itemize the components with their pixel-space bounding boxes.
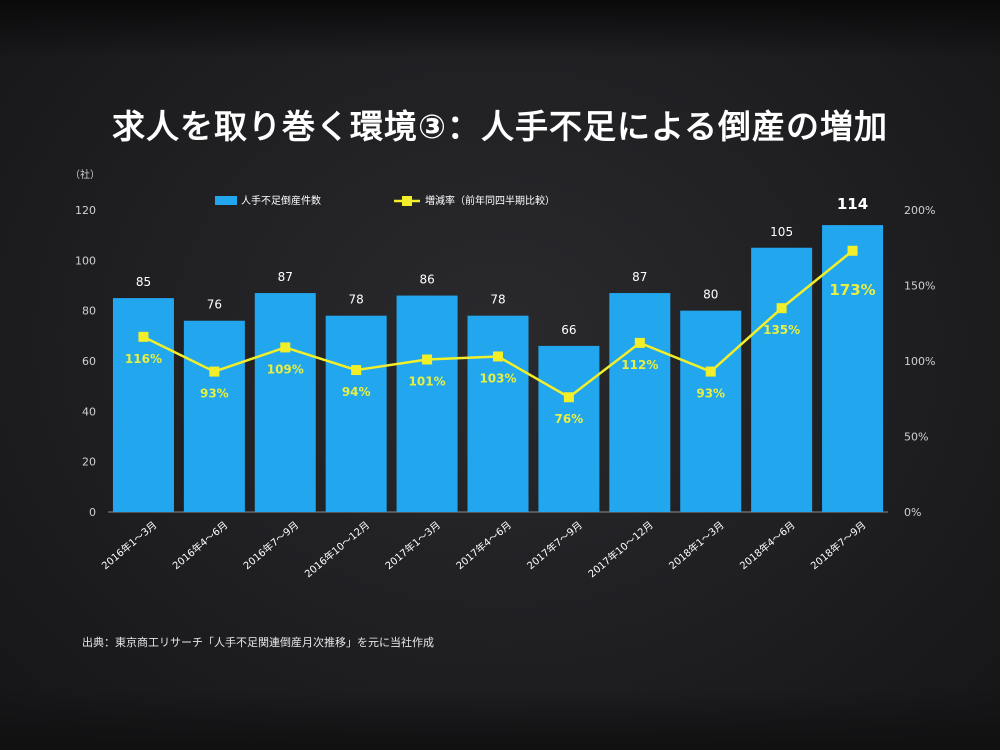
rate-value-label: 93% xyxy=(200,387,229,401)
rate-point xyxy=(422,354,433,365)
x-category-label: 2016年10～12月 xyxy=(302,518,372,580)
bar xyxy=(822,225,884,512)
rate-point xyxy=(847,245,858,256)
x-category-label: 2018年7～9月 xyxy=(808,518,869,572)
y-unit-label: （社） xyxy=(70,168,100,181)
y-right-tick-label: 100% xyxy=(904,355,935,368)
bar-value-label: 66 xyxy=(561,323,576,337)
rate-value-label: 101% xyxy=(409,374,446,388)
y-right-tick-label: 50% xyxy=(904,431,928,444)
bar-value-label: 87 xyxy=(278,270,293,284)
source-note: 出典：東京商工リサーチ「人手不足関連倒産月次推移」を元に当社作成 xyxy=(82,636,434,649)
bar xyxy=(396,295,458,512)
rate-point xyxy=(351,365,362,376)
y-right-tick-label: 0% xyxy=(904,506,921,519)
legend-line-label: 増減率（前年同四半期比較） xyxy=(425,194,555,207)
bottom-shade xyxy=(0,690,1000,750)
bar xyxy=(183,320,245,512)
y-left-tick-label: 60 xyxy=(82,355,96,368)
y-left-tick-label: 20 xyxy=(82,456,96,469)
bar xyxy=(538,345,600,512)
slide-title: 求人を取り巻く環境③：人手不足による倒産の増加 xyxy=(112,107,888,146)
y-left-tick-label: 80 xyxy=(82,305,96,318)
rate-value-label: 112% xyxy=(621,358,658,372)
bar xyxy=(254,293,316,512)
x-category-label: 2017年10～12月 xyxy=(585,518,655,580)
y-left-tick-label: 0 xyxy=(89,506,96,519)
bar xyxy=(467,315,529,512)
rate-point xyxy=(563,392,574,403)
x-category-label: 2017年7～9月 xyxy=(524,518,585,572)
x-category-label: 2017年4～6月 xyxy=(453,518,514,572)
bar xyxy=(325,315,387,512)
rate-value-label: 94% xyxy=(342,385,371,399)
rate-point xyxy=(209,366,220,377)
x-category-label: 2018年1～3月 xyxy=(666,518,727,572)
rate-value-label: 109% xyxy=(267,362,304,376)
bar xyxy=(751,247,813,512)
rate-point xyxy=(705,366,716,377)
y-left-tick-label: 40 xyxy=(82,405,96,418)
x-category-label: 2016年1～3月 xyxy=(99,518,160,572)
rate-point xyxy=(634,337,645,348)
bar xyxy=(609,293,671,512)
y-left-tick-label: 120 xyxy=(75,204,96,217)
rate-value-label: 173% xyxy=(829,281,875,299)
legend-line-marker xyxy=(402,196,412,206)
rate-point xyxy=(493,351,503,362)
rate-value-label: 93% xyxy=(696,387,725,401)
bar-value-label: 85 xyxy=(136,275,151,289)
bar xyxy=(112,298,174,512)
rate-value-label: 103% xyxy=(479,371,516,385)
bar-value-label: 87 xyxy=(632,270,647,284)
top-shade xyxy=(0,0,1000,58)
y-left-tick-label: 100 xyxy=(75,254,96,267)
x-category-label: 2016年4～6月 xyxy=(170,518,231,572)
y-right-tick-label: 200% xyxy=(904,204,935,217)
x-category-label: 2016年7～9月 xyxy=(241,518,302,572)
rate-point xyxy=(280,342,291,353)
bar-value-label: 76 xyxy=(207,298,222,312)
rate-value-label: 116% xyxy=(125,352,162,366)
y-right-tick-label: 150% xyxy=(904,280,935,293)
legend-bar-swatch xyxy=(215,196,237,205)
bar-value-label: 78 xyxy=(349,293,364,307)
bar-value-label: 105 xyxy=(770,225,793,239)
rate-value-label: 76% xyxy=(555,412,584,426)
x-category-label: 2017年1～3月 xyxy=(382,518,443,572)
x-category-label: 2018年4～6月 xyxy=(737,518,798,572)
rate-point xyxy=(138,331,149,342)
bar-value-label: 86 xyxy=(419,273,434,287)
bar-value-label: 78 xyxy=(490,293,505,307)
rate-value-label: 135% xyxy=(763,323,800,337)
legend-bar-label: 人手不足倒産件数 xyxy=(241,194,321,207)
bar-value-label: 80 xyxy=(703,288,718,302)
bar-value-label: 114 xyxy=(837,195,868,213)
bar xyxy=(680,310,742,512)
rate-point xyxy=(776,303,787,314)
